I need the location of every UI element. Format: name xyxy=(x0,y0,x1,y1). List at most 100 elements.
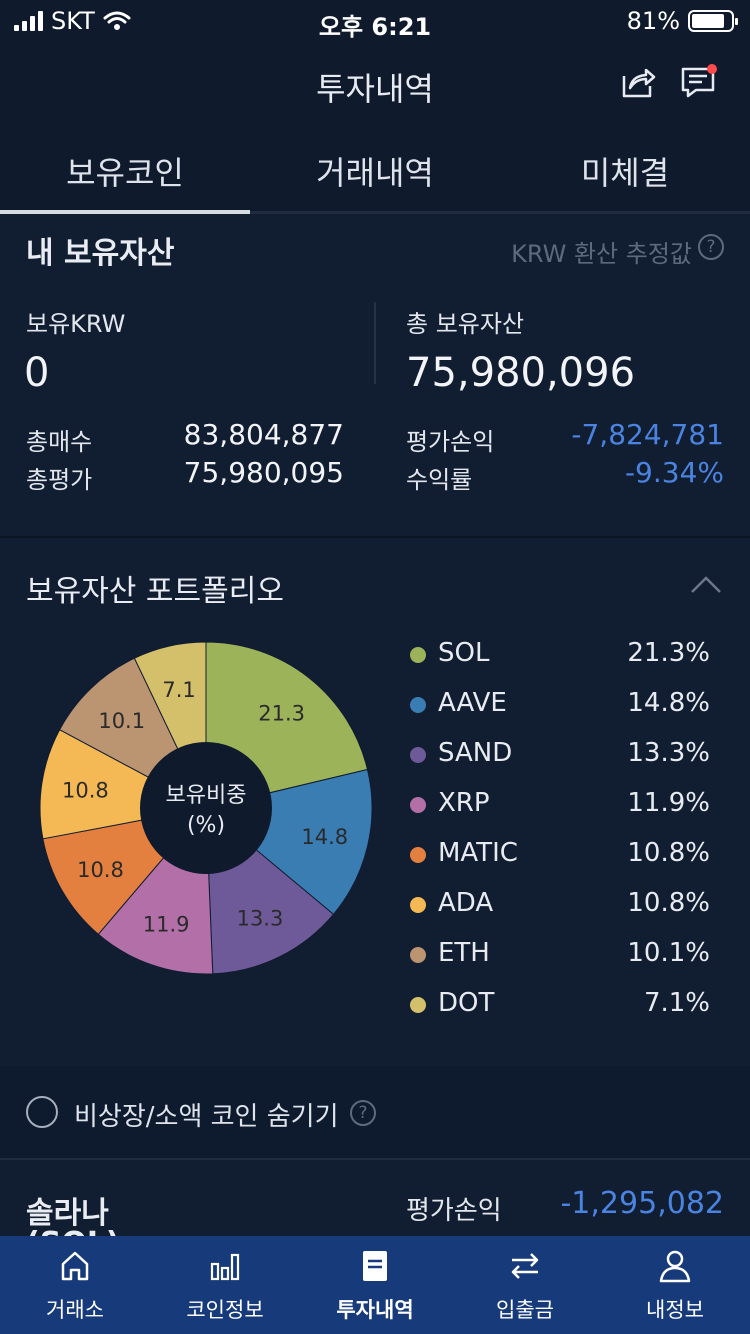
help-icon[interactable]: ? xyxy=(350,1100,376,1126)
total-eval-value: 75,980,095 xyxy=(183,456,344,489)
wifi-icon xyxy=(103,11,131,30)
portfolio-title: 보유자산 포트폴리오 xyxy=(26,574,284,609)
legend-dot xyxy=(410,647,426,663)
coin-pnl-value: -1,295,082 xyxy=(560,1186,724,1221)
pie-label-xrp: 11.9 xyxy=(143,912,190,936)
nav-deposit-withdraw-label: 입출금 xyxy=(496,1298,554,1322)
pie-label-eth: 10.1 xyxy=(98,709,145,733)
krw-value: 0 xyxy=(24,350,50,396)
user-icon xyxy=(659,1250,691,1283)
tab-indicator xyxy=(0,210,250,214)
legend-percent: 7.1% xyxy=(643,988,710,1018)
page-title: 투자내역 xyxy=(316,70,434,108)
status-time: 오후 6:21 xyxy=(318,13,432,41)
legend-name: AAVE xyxy=(438,688,507,718)
section-title: 내 보유자산 xyxy=(26,236,175,271)
nav-coin-info[interactable]: 코인정보 xyxy=(150,1236,300,1334)
portfolio-section: 보유자산 포트폴리오 21.3 14.8 13.3 11.9 10.8 10.8 10.1 7… xyxy=(0,536,750,1066)
total-buy-label: 총매수 xyxy=(26,428,93,456)
legend-name: ADA xyxy=(438,888,494,918)
pie-label-sand: 13.3 xyxy=(237,906,284,930)
tab-pending[interactable]: 미체결 xyxy=(580,154,670,192)
portfolio-pie-chart: 21.3 14.8 13.3 11.9 10.8 10.8 10.1 7.1 보유비중 (%) xyxy=(39,641,373,975)
pie-label-matic: 10.8 xyxy=(77,858,124,882)
krw-estimate-note: KRW 환산 추정값 xyxy=(511,240,692,268)
notification-dot xyxy=(707,64,717,74)
legend-name: SOL xyxy=(438,638,490,668)
legend-item-aave: AAVE 14.8% xyxy=(410,686,710,726)
total-buy-value: 83,804,877 xyxy=(183,418,344,451)
legend-dot xyxy=(410,947,426,963)
pie-label-dot: 7.1 xyxy=(162,678,195,702)
pie-label-ada: 10.8 xyxy=(62,779,109,803)
tab-bar: 보유코인 거래내역 미체결 xyxy=(0,126,750,214)
nav-exchange[interactable]: 거래소 xyxy=(0,1236,150,1334)
help-icon[interactable]: ? xyxy=(698,234,724,260)
legend-name: XRP xyxy=(438,788,490,818)
coin-pnl-label: 평가손익 xyxy=(406,1196,502,1226)
transfer-icon xyxy=(511,1253,539,1279)
nav-bar: 투자내역 xyxy=(0,42,750,126)
battery-icon xyxy=(688,10,738,32)
nav-my-info[interactable]: 내정보 xyxy=(600,1236,750,1334)
rate-value: -9.34% xyxy=(624,456,724,489)
legend-dot xyxy=(410,997,426,1013)
bar-chart-icon xyxy=(210,1253,240,1281)
chevron-up-icon[interactable] xyxy=(690,574,722,594)
tab-history[interactable]: 거래내역 xyxy=(316,154,434,192)
legend-percent: 21.3% xyxy=(627,638,710,668)
legend-name: MATIC xyxy=(438,838,518,868)
legend-dot xyxy=(410,747,426,763)
status-bar: SKT 오후 6:21 81% xyxy=(0,0,750,42)
legend-dot xyxy=(410,897,426,913)
legend-percent: 10.8% xyxy=(627,888,710,918)
legend-percent: 10.1% xyxy=(627,938,710,968)
battery-percent: 81% xyxy=(626,7,680,35)
my-assets-section: 내 보유자산 KRW 환산 추정값 ? 보유KRW 0 총 보유자산 75,98… xyxy=(0,214,750,536)
pie-center-label: 보유비중 xyxy=(166,783,247,808)
pie-center-hole xyxy=(140,742,272,874)
coin-row[interactable]: 솔라나 (SOL) 평가손익 -1,295,082 xyxy=(0,1158,750,1261)
divider xyxy=(374,302,376,384)
pie-label-sol: 21.3 xyxy=(258,701,305,725)
hide-small-coins-checkbox[interactable] xyxy=(26,1096,58,1128)
rate-label: 수익률 xyxy=(406,466,473,494)
status-right: 81% xyxy=(626,7,738,35)
legend-item-ada: ADA 10.8% xyxy=(410,886,710,926)
nav-deposit-withdraw[interactable]: 입출금 xyxy=(450,1236,600,1334)
share-icon[interactable] xyxy=(620,64,656,100)
nav-investments-label: 투자내역 xyxy=(336,1298,414,1322)
total-eval-label: 총평가 xyxy=(26,466,93,494)
document-icon xyxy=(363,1251,387,1281)
legend-percent: 10.8% xyxy=(627,838,710,868)
legend-percent: 11.9% xyxy=(627,788,710,818)
pie-label-aave: 14.8 xyxy=(301,825,348,849)
legend-name: SAND xyxy=(438,738,513,768)
bottom-nav: 거래소 코인정보 투자내역 입출금 내정보 xyxy=(0,1236,750,1334)
nav-my-info-label: 내정보 xyxy=(646,1298,704,1322)
status-left: SKT xyxy=(14,7,131,35)
legend-dot xyxy=(410,797,426,813)
total-assets-label: 총 보유자산 xyxy=(406,310,525,338)
legend-item-eth: ETH 10.1% xyxy=(410,936,710,976)
legend-item-matic: MATIC 10.8% xyxy=(410,836,710,876)
legend-item-sand: SAND 13.3% xyxy=(410,736,710,776)
nav-investments[interactable]: 투자내역 xyxy=(300,1236,450,1334)
total-assets-value: 75,980,096 xyxy=(406,350,636,396)
legend-item-dot: DOT 7.1% xyxy=(410,986,710,1026)
signal-icon xyxy=(14,11,43,31)
krw-label: 보유KRW xyxy=(26,310,126,338)
hide-small-coins-row[interactable]: 비상장/소액 코인 숨기기 ? xyxy=(0,1066,750,1158)
nav-exchange-label: 거래소 xyxy=(46,1298,104,1322)
hide-small-coins-label: 비상장/소액 코인 숨기기 xyxy=(74,1102,339,1132)
legend-item-sol: SOL 21.3% xyxy=(410,636,710,676)
pie-center-unit: (%) xyxy=(187,813,225,838)
legend-name: DOT xyxy=(438,988,495,1018)
legend-percent: 14.8% xyxy=(627,688,710,718)
pnl-label: 평가손익 xyxy=(406,428,495,456)
coin-name: 솔라나 xyxy=(26,1196,109,1231)
nav-coin-info-label: 코인정보 xyxy=(186,1298,264,1322)
legend-name: ETH xyxy=(438,938,490,968)
pnl-value: -7,824,781 xyxy=(571,418,724,451)
tab-holdings[interactable]: 보유코인 xyxy=(66,154,184,192)
